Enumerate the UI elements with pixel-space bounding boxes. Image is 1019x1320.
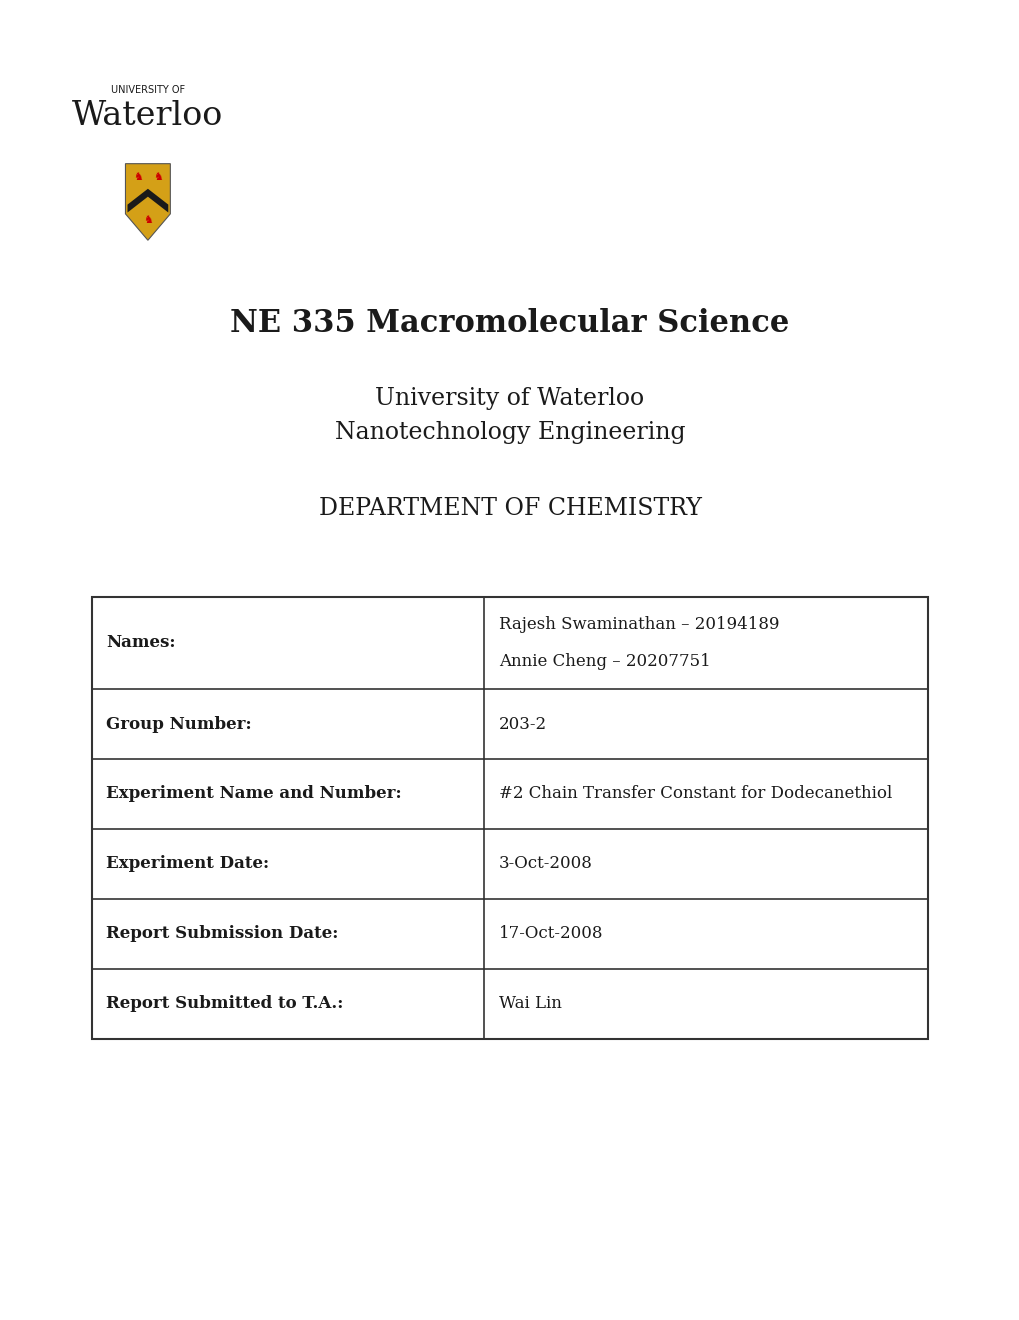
Text: Waterloo: Waterloo [72, 100, 223, 132]
Text: NE 335 Macromolecular Science: NE 335 Macromolecular Science [230, 308, 789, 339]
Text: University of Waterloo
Nanotechnology Engineering: University of Waterloo Nanotechnology En… [334, 387, 685, 445]
Text: DEPARTMENT OF CHEMISTRY: DEPARTMENT OF CHEMISTRY [318, 496, 701, 520]
Text: #2 Chain Transfer Constant for Dodecanethiol: #2 Chain Transfer Constant for Dodecanet… [498, 785, 892, 803]
Text: 3-Oct-2008: 3-Oct-2008 [498, 855, 592, 873]
Text: Wai Lin: Wai Lin [498, 995, 561, 1012]
Text: Experiment Date:: Experiment Date: [106, 855, 269, 873]
Text: Rajesh Swaminathan – 20194189: Rajesh Swaminathan – 20194189 [498, 616, 779, 632]
Text: Report Submitted to T.A.:: Report Submitted to T.A.: [106, 995, 343, 1012]
Text: 17-Oct-2008: 17-Oct-2008 [498, 925, 602, 942]
Text: Names:: Names: [106, 635, 175, 651]
Text: ♞: ♞ [132, 172, 143, 182]
Text: Report Submission Date:: Report Submission Date: [106, 925, 338, 942]
Text: UNIVERSITY OF: UNIVERSITY OF [111, 84, 184, 95]
Polygon shape [127, 189, 168, 213]
Polygon shape [125, 164, 170, 240]
Text: ♞: ♞ [153, 172, 163, 182]
Text: Annie Cheng – 20207751: Annie Cheng – 20207751 [498, 653, 710, 669]
Text: 203-2: 203-2 [498, 715, 546, 733]
Text: Experiment Name and Number:: Experiment Name and Number: [106, 785, 401, 803]
Text: ♞: ♞ [143, 215, 153, 226]
FancyBboxPatch shape [92, 597, 927, 1039]
Text: Group Number:: Group Number: [106, 715, 252, 733]
